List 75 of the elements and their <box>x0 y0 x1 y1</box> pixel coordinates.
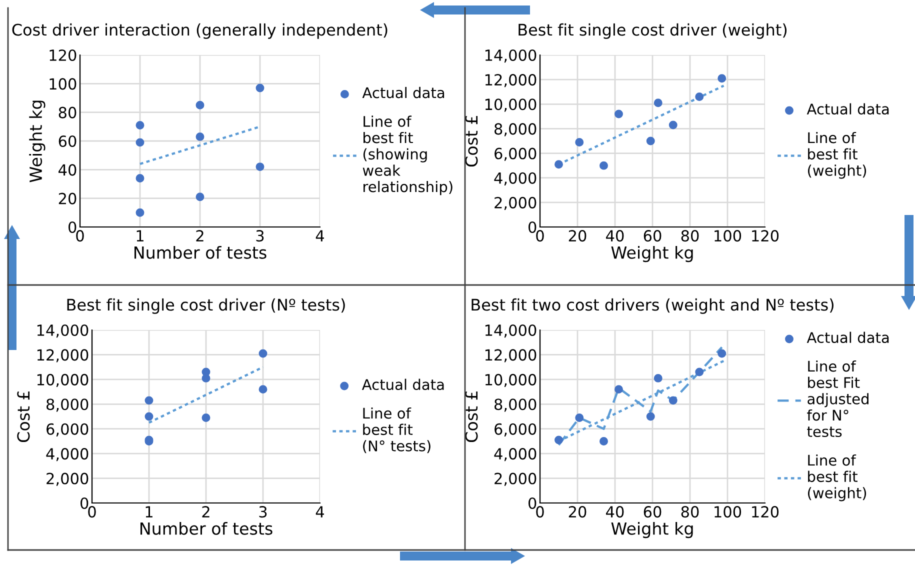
x-tick-label: 120 <box>752 230 779 242</box>
y-tick-label: 20 <box>58 192 76 204</box>
x-tick-label: 60 <box>644 230 662 242</box>
y-tick-label: 4,000 <box>494 172 536 186</box>
x-tick-label: 80 <box>681 230 699 242</box>
y-tick-label: 10,000 <box>485 98 536 112</box>
x-tick-label: 60 <box>644 506 662 518</box>
x-axis-title: Number of tests <box>140 522 272 535</box>
x-axis-title: Weight kg <box>611 522 693 538</box>
y-tick-label: 60 <box>58 135 76 148</box>
x-tick-label: 3 <box>259 506 267 518</box>
y-tick-label: 8,000 <box>46 398 88 412</box>
legend-label: Line of best fit (weight) <box>808 132 866 179</box>
x-tick-label: 4 <box>316 230 324 242</box>
y-tick-label: 0 <box>528 497 536 510</box>
y-tick-label: 4,000 <box>46 448 88 462</box>
x-tick-label: 2 <box>196 230 204 242</box>
y-tick-label: 6,000 <box>46 423 88 436</box>
x-tick-label: 120 <box>752 506 779 518</box>
y-tick-label: 2,000 <box>494 196 536 210</box>
x-tick-label: 80 <box>681 506 699 518</box>
y-axis-title: Cost £ <box>17 391 30 442</box>
x-axis-title: Number of tests <box>134 246 266 259</box>
y-tick-label: 2,000 <box>46 472 88 486</box>
y-tick-label: 0 <box>80 497 88 510</box>
x-tick-label: 3 <box>256 230 264 242</box>
x-tick-label: 100 <box>714 506 742 518</box>
chart-title: Best fit single cost driver (Nº tests) <box>67 298 345 314</box>
y-tick-label: 0 <box>68 221 76 234</box>
legend-label: Actual data <box>806 332 889 344</box>
y-tick-label: 80 <box>58 106 76 118</box>
y-tick-label: 6,000 <box>494 148 536 161</box>
x-tick-label: 100 <box>714 230 742 242</box>
y-tick-label: 4,000 <box>494 448 536 462</box>
x-tick-label: 0 <box>88 506 96 518</box>
y-tick-label: 8,000 <box>494 123 536 136</box>
legend-label: Line of best fit (N° tests) <box>363 407 430 454</box>
legend-label: Actual data <box>362 378 444 390</box>
y-tick-label: 12,000 <box>485 349 536 362</box>
chart-title: Best fit single cost driver (weight) <box>518 23 787 39</box>
x-tick-label: 20 <box>568 506 586 518</box>
y-tick-label: 14,000 <box>485 49 536 63</box>
y-axis-title: Cost £ <box>465 116 478 167</box>
x-tick-label: 40 <box>606 230 624 242</box>
x-tick-label: 0 <box>536 230 544 242</box>
y-tick-label: 12,000 <box>485 74 536 88</box>
x-tick-label: 1 <box>136 230 144 242</box>
y-tick-label: 40 <box>58 164 76 176</box>
x-tick-label: 1 <box>146 506 152 518</box>
y-tick-label: 10,000 <box>37 374 88 388</box>
legend-label: Line of best fit (weight) <box>808 454 866 502</box>
y-tick-label: 0 <box>528 221 536 234</box>
chart-title: Cost driver interaction (generally independent) <box>12 23 388 39</box>
x-tick-label: 2 <box>202 506 210 518</box>
x-tick-label: 4 <box>316 506 324 518</box>
y-tick-label: 120 <box>50 49 76 62</box>
y-tick-label: 8,000 <box>494 398 536 412</box>
chart-title: Best fit two cost drivers (weight and Nº tests) <box>472 298 834 314</box>
x-axis-title: Weight kg <box>611 246 693 262</box>
legend-label: Line of best Fit adjusted for N° tests <box>807 360 868 438</box>
y-tick-label: 100 <box>50 78 76 90</box>
legend-label: Line of best fit (showing weak relationship) <box>362 116 452 196</box>
y-tick-label: 2,000 <box>494 472 536 486</box>
y-tick-label: 6,000 <box>494 423 536 436</box>
y-tick-label: 14,000 <box>485 324 536 338</box>
y-tick-label: 12,000 <box>37 349 88 362</box>
y-tick-label: 14,000 <box>37 324 88 338</box>
x-tick-label: 20 <box>568 230 586 242</box>
y-axis-title: Cost £ <box>465 391 478 442</box>
y-axis-title: Weight kg <box>29 100 46 182</box>
y-tick-label: 10,000 <box>485 374 536 388</box>
legend-label: Actual data <box>362 86 444 98</box>
x-tick-label: 40 <box>606 506 624 518</box>
x-tick-label: 0 <box>536 506 544 518</box>
legend-label: Actual data <box>806 103 889 115</box>
